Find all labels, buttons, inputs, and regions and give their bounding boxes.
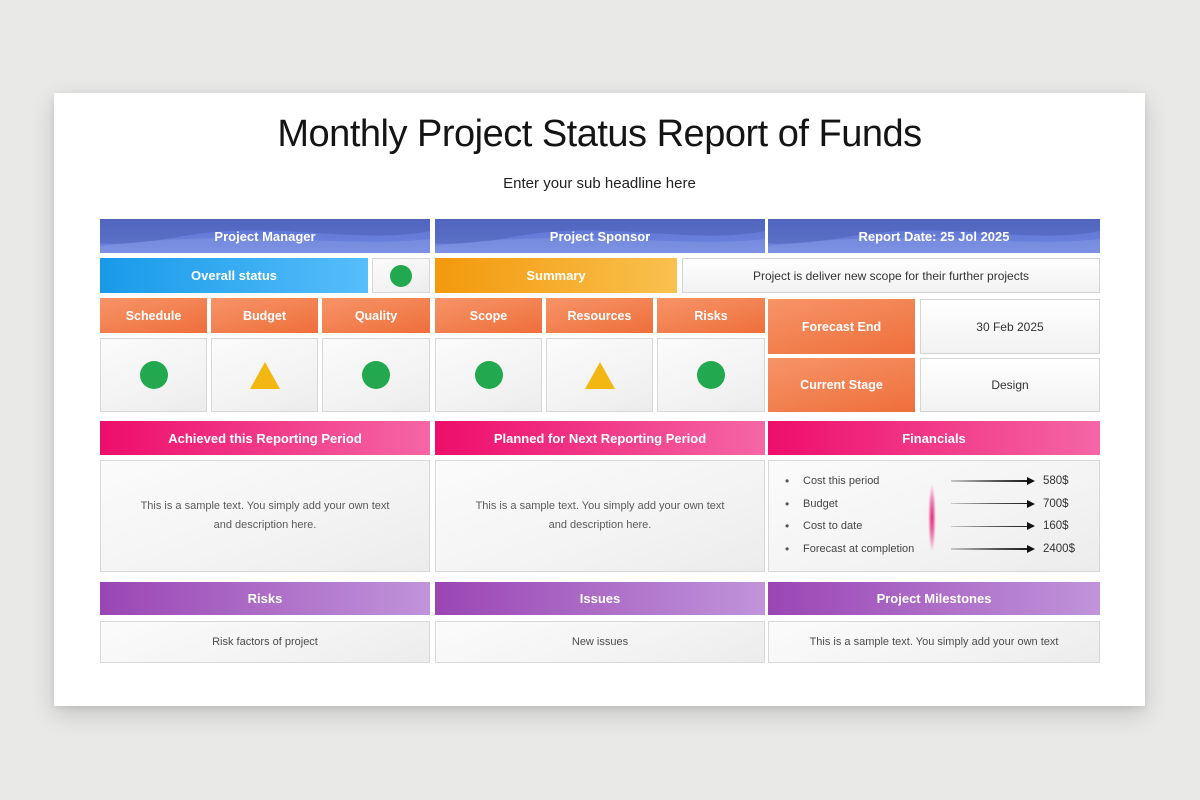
- forecast-end-label: Forecast End: [801, 319, 882, 334]
- financial-item-row: • Forecast at completion 2400$: [781, 542, 1087, 556]
- project-sponsor-header: Project Sponsor: [435, 219, 765, 253]
- summary-text: Project is deliver new scope for their f…: [752, 268, 1030, 283]
- forecast-end-button: Forecast End: [768, 299, 915, 354]
- wave-decoration: [100, 219, 430, 253]
- metric-scope-label: Scope: [469, 308, 508, 323]
- summary-label: Summary: [526, 268, 586, 283]
- summary-text-box: Project is deliver new scope for their f…: [682, 258, 1100, 293]
- risks-section-header: Risks: [100, 582, 430, 615]
- achieved-body-text: This is a sample text. You simply add yo…: [140, 500, 390, 531]
- overall-status-indicator-box: [372, 258, 430, 293]
- forecast-end-value-box: 30 Feb 2025: [920, 299, 1100, 354]
- metric-schedule-label: Schedule: [125, 308, 182, 323]
- bullet-icon: •: [785, 496, 790, 511]
- project-manager-header: Project Manager: [100, 219, 430, 253]
- budget-status-box: [211, 338, 318, 412]
- metric-risks-button: Risks: [657, 298, 765, 333]
- current-stage-button: Current Stage: [768, 358, 915, 412]
- achieved-section-header: Achieved this Reporting Period: [100, 421, 430, 455]
- financials-section-title: Financials: [902, 430, 966, 446]
- arrow-right-icon: [951, 523, 1035, 530]
- milestones-body-text: This is a sample text. You simply add yo…: [809, 636, 1059, 648]
- risks-section-title: Risks: [247, 591, 283, 606]
- risks-body-box: Risk factors of project: [100, 621, 430, 663]
- summary-bar: Summary: [435, 258, 677, 293]
- risks-status-icon: [658, 339, 764, 411]
- financial-item-label: Cost this period: [803, 475, 880, 487]
- current-stage-value: Design: [991, 378, 1029, 392]
- arrow-right-icon: [951, 545, 1035, 552]
- resources-status-box: [546, 338, 653, 412]
- achieved-body-box: This is a sample text. You simply add yo…: [100, 460, 430, 572]
- resources-status-icon: [547, 339, 652, 411]
- issues-section-title: Issues: [579, 591, 621, 606]
- bullet-icon: •: [785, 474, 790, 488]
- overall-status-green-circle-icon: [373, 259, 429, 292]
- risks-status-box: [657, 338, 765, 412]
- scope-status-icon: [436, 339, 541, 411]
- wave-decoration: [435, 219, 765, 253]
- financial-item-value: 2400$: [1043, 542, 1075, 555]
- issues-body-text: New issues: [571, 636, 629, 648]
- arrow-right-icon: [951, 477, 1035, 484]
- financial-item-value: 160$: [1043, 520, 1069, 533]
- metric-schedule-button: Schedule: [100, 298, 207, 333]
- project-sponsor-label: Project Sponsor: [549, 228, 651, 244]
- milestones-section-header: Project Milestones: [768, 582, 1100, 615]
- financial-item-value: 580$: [1043, 475, 1069, 487]
- financial-item-row: • Cost to date 160$: [781, 519, 1087, 533]
- budget-status-icon: [212, 339, 317, 411]
- forecast-end-value: 30 Feb 2025: [976, 319, 1044, 334]
- metric-risks-label: Risks: [694, 308, 728, 323]
- report-date-label: Report Date: 25 Jol 2025: [858, 228, 1010, 244]
- planned-section-header: Planned for Next Reporting Period: [435, 421, 765, 455]
- scope-status-box: [435, 338, 542, 412]
- page-title: Monthly Project Status Report of Funds: [277, 113, 922, 155]
- issues-section-header: Issues: [435, 582, 765, 615]
- overall-status-bar: Overall status: [100, 258, 368, 293]
- schedule-status-box: [100, 338, 207, 412]
- schedule-status-icon: [101, 339, 206, 411]
- current-stage-label: Current Stage: [800, 378, 883, 392]
- metric-quality-label: Quality: [354, 308, 398, 323]
- quality-status-box: [322, 338, 430, 412]
- planned-section-title: Planned for Next Reporting Period: [493, 430, 707, 446]
- wave-decoration: [768, 219, 1100, 253]
- milestones-body-box: This is a sample text. You simply add yo…: [768, 621, 1100, 663]
- milestones-section-title: Project Milestones: [876, 591, 992, 606]
- bullet-icon: •: [785, 541, 790, 556]
- financials-body-box: • Cost this period 580$ • Budget 700$ • …: [768, 460, 1100, 572]
- metric-resources-label: Resources: [567, 308, 632, 323]
- planned-body-box: This is a sample text. You simply add yo…: [435, 460, 765, 572]
- arrow-right-icon: [951, 500, 1035, 507]
- overall-status-label: Overall status: [191, 268, 277, 283]
- financial-item-value: 700$: [1043, 497, 1069, 510]
- bullet-icon: •: [785, 519, 790, 534]
- project-manager-label: Project Manager: [214, 228, 316, 244]
- metric-budget-label: Budget: [242, 308, 287, 323]
- planned-body-text: This is a sample text. You simply add yo…: [475, 500, 725, 531]
- metric-scope-button: Scope: [435, 298, 542, 333]
- page-subtitle: Enter your sub headline here: [503, 175, 696, 192]
- financial-item-row: • Cost this period 580$: [781, 474, 1087, 488]
- report-slide: Monthly Project Status Report of Funds E…: [54, 93, 1145, 706]
- metric-resources-button: Resources: [546, 298, 653, 333]
- current-stage-value-box: Design: [920, 358, 1100, 412]
- metric-budget-button: Budget: [211, 298, 318, 333]
- risks-body-text: Risk factors of project: [212, 636, 318, 648]
- metric-quality-button: Quality: [322, 298, 430, 333]
- financial-item-label: Budget: [803, 497, 838, 510]
- report-date-header: Report Date: 25 Jol 2025: [768, 219, 1100, 253]
- financial-item-label: Cost to date: [803, 520, 863, 533]
- financial-item-label: Forecast at completion: [803, 542, 915, 555]
- quality-status-icon: [323, 339, 429, 411]
- financial-item-row: • Budget 700$: [781, 497, 1087, 511]
- financials-ribbon-decoration: [927, 466, 937, 566]
- financials-section-header: Financials: [768, 421, 1100, 455]
- issues-body-box: New issues: [435, 621, 765, 663]
- achieved-section-title: Achieved this Reporting Period: [168, 430, 362, 446]
